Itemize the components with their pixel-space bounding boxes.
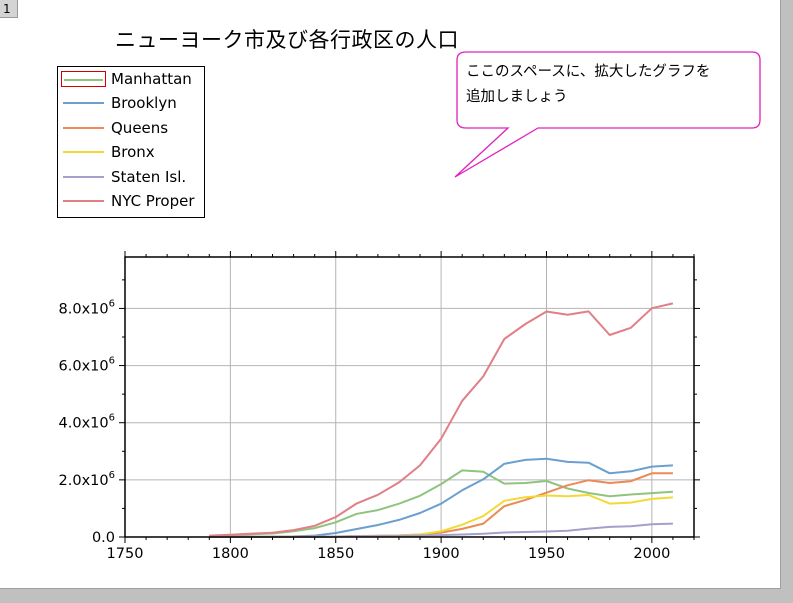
legend-item-bronx[interactable]: Bronx	[60, 142, 203, 162]
x-tick-label: 1850	[317, 546, 354, 562]
y-tick-label: 2.0x106	[59, 470, 115, 489]
legend-item-queens[interactable]: Queens	[60, 118, 203, 138]
legend-line	[63, 102, 104, 105]
x-tick-label: 1750	[107, 546, 144, 562]
callout-line-1: ここのスペースに、拡大したグラフを	[466, 64, 711, 80]
callout	[454, 51, 761, 178]
legend-swatch	[61, 120, 106, 136]
legend-label: Manhattan	[111, 70, 192, 88]
x-tick-label: 1800	[212, 546, 249, 562]
legend-line	[63, 151, 104, 154]
y-tick-label: 0.0	[92, 530, 115, 546]
legend-label: Brooklyn	[111, 94, 177, 113]
graph-page: 1 1750 1800 1850 1900 1950 2000 0.0 2.0x106 4.0x…	[0, 0, 781, 589]
legend-item-manhattan[interactable]: Manhattan	[60, 69, 203, 89]
legend-swatch	[61, 95, 106, 111]
legend-item-brooklyn[interactable]: Brooklyn	[60, 93, 203, 113]
callout-line-2: 追加しましょう	[466, 89, 568, 105]
axes: 1750 1800 1850 1900 1950 2000 0.0 2.0x106 4.0x10…	[59, 251, 700, 562]
plot-frame	[124, 256, 695, 538]
chart: 1750 1800 1850 1900 1950 2000 0.0 2.0x106 4.0x10…	[59, 51, 761, 562]
x-tick-label: 1950	[528, 546, 565, 562]
legend-item-staten-isl[interactable]: Staten Isl.	[60, 167, 203, 187]
legend-item-nyc-proper[interactable]: NYC Proper	[60, 191, 203, 211]
callout-bubble[interactable]	[454, 51, 761, 178]
legend-swatch	[61, 169, 106, 185]
y-tick-label: 4.0x106	[59, 413, 115, 432]
y-tick-label: 8.0x106	[59, 298, 115, 317]
legend-line	[63, 200, 104, 202]
legend-swatch	[61, 144, 106, 160]
legend-label: Staten Isl.	[111, 167, 187, 186]
chart-title: ニューヨーク市及び各行政区の人口	[115, 28, 459, 52]
legend-label: Queens	[111, 118, 169, 137]
legend-line	[64, 79, 103, 81]
legend-label: NYC Proper	[111, 192, 195, 210]
grid-lines	[125, 257, 694, 537]
x-tick-label: 1900	[423, 546, 460, 562]
legend-label: Bronx	[111, 143, 155, 162]
legend-line	[63, 126, 104, 129]
x-tick-label: 2000	[633, 546, 670, 562]
series-line-nyc-proper	[209, 302, 674, 537]
page-number-tab[interactable]: 1	[0, 0, 18, 18]
legend-swatch	[61, 193, 106, 209]
legend[interactable]: Manhattan Brooklyn Queens Bronx Staten Isl. N…	[57, 66, 205, 218]
legend-line	[63, 175, 104, 178]
callout-text: ここのスペースに、拡大したグラフを 追加しましょう	[466, 60, 746, 110]
y-tick-label: 6.0x106	[59, 356, 115, 375]
legend-swatch	[61, 71, 106, 87]
